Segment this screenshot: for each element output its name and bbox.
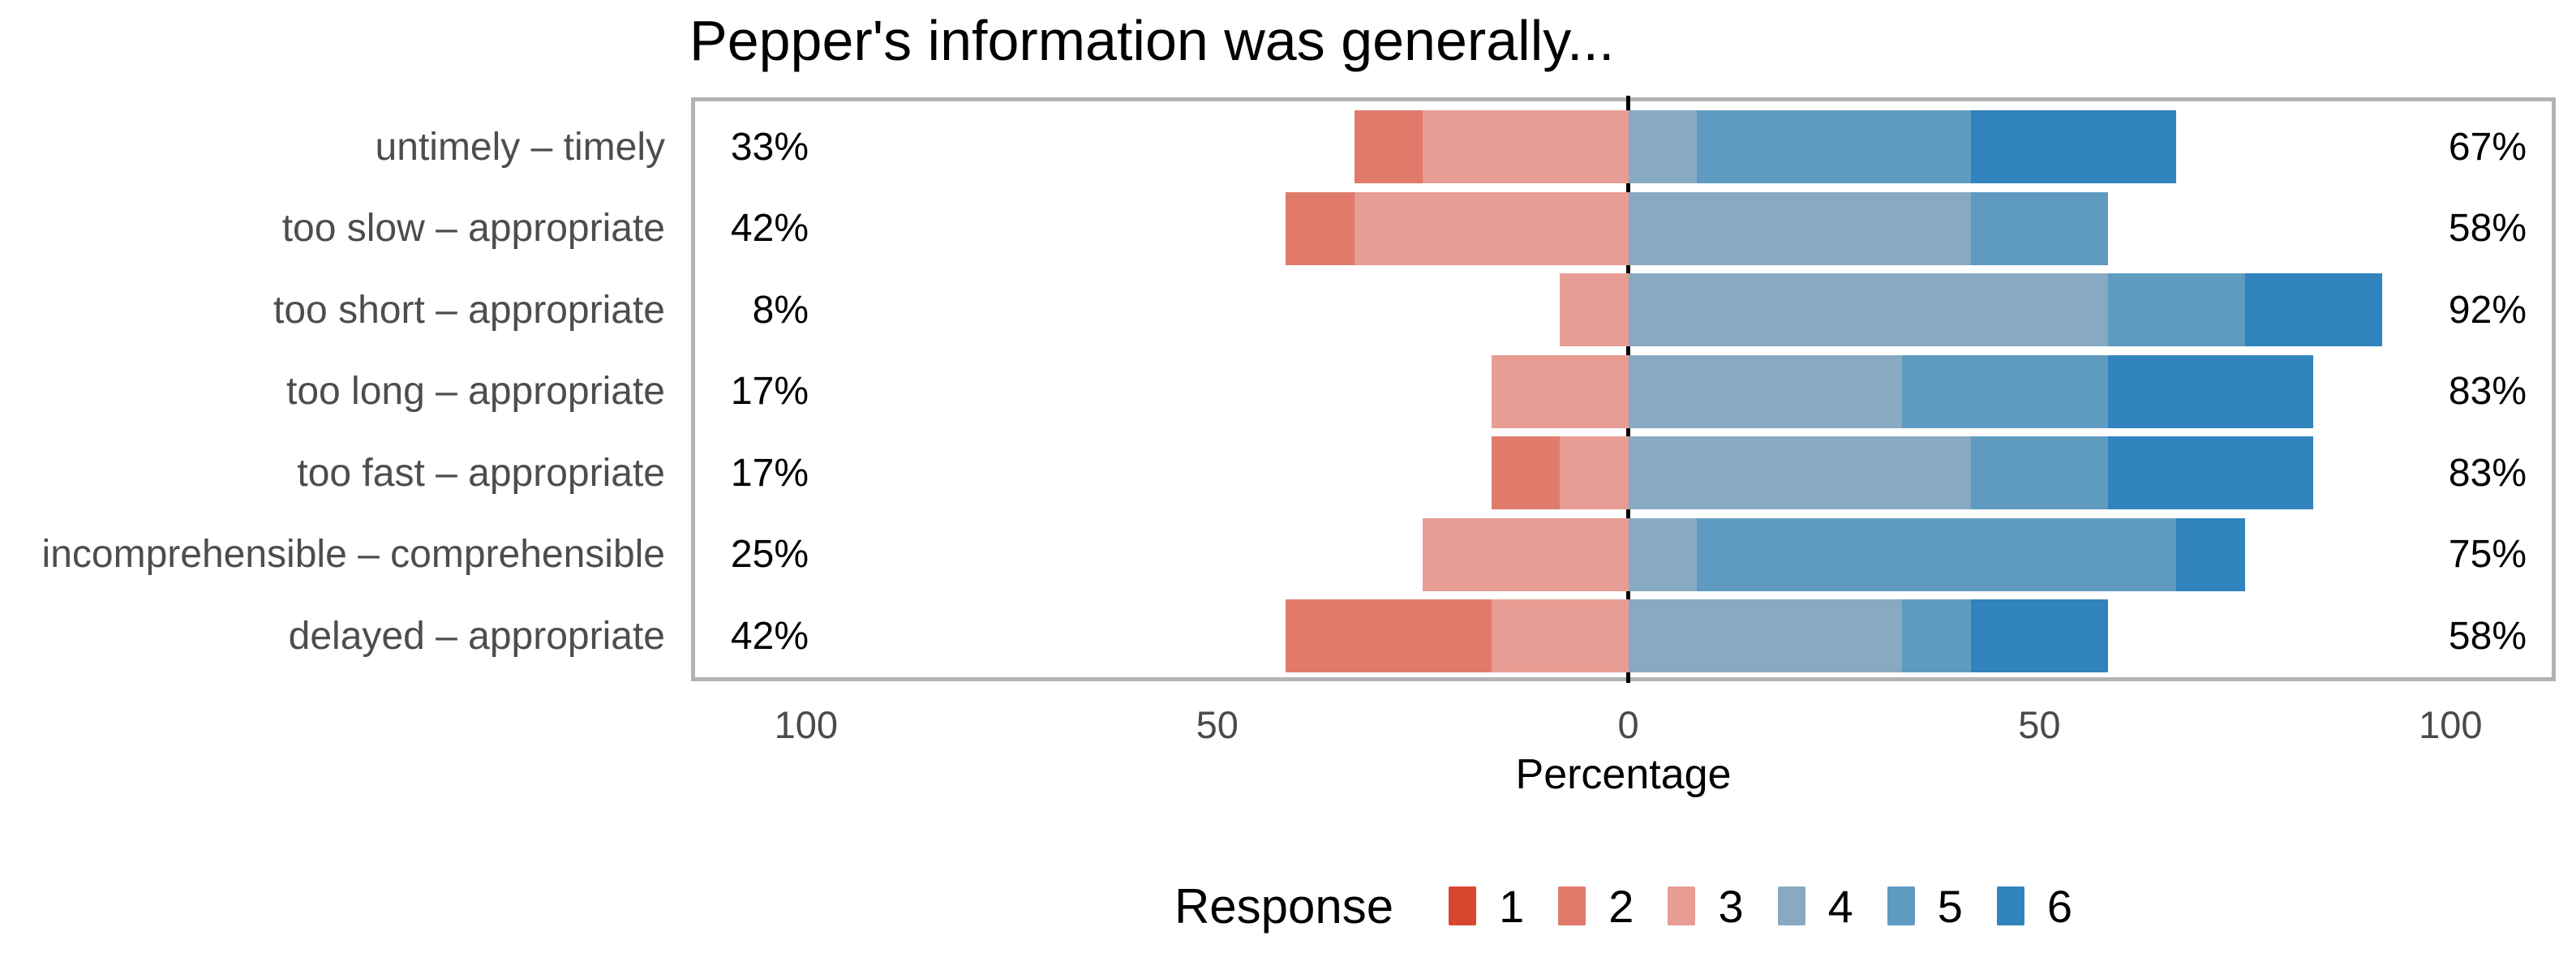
category-label: too long – appropriate bbox=[286, 370, 665, 413]
category-label: too short – appropriate bbox=[273, 288, 665, 332]
legend-title: Response bbox=[1174, 878, 1394, 934]
right-total-label: 58% bbox=[2448, 614, 2527, 658]
bar-segment-response-3 bbox=[1423, 110, 1629, 183]
legend-swatch-icon bbox=[1558, 886, 1586, 925]
bar-segment-response-2 bbox=[1286, 191, 1355, 265]
bar-segment-response-4 bbox=[1628, 517, 1698, 591]
chart-title: Pepper's information was generally... bbox=[689, 9, 1615, 72]
bar-segment-response-3 bbox=[1423, 517, 1629, 591]
category-label: untimely – timely bbox=[375, 125, 665, 169]
left-total-label: 42% bbox=[730, 207, 809, 250]
bar-segment-response-4 bbox=[1628, 191, 1971, 265]
x-tick-label: 0 bbox=[1617, 703, 1639, 746]
right-total-label: 83% bbox=[2448, 451, 2527, 495]
legend-item: 6 bbox=[1996, 880, 2073, 933]
legend-item: 4 bbox=[1777, 880, 1853, 933]
bar-segment-response-5 bbox=[1971, 191, 2108, 265]
right-total-label: 58% bbox=[2448, 207, 2527, 250]
bar-segment-response-3 bbox=[1491, 599, 1629, 672]
legend-swatch-icon bbox=[1449, 886, 1477, 925]
x-tick-label: 50 bbox=[1196, 703, 1239, 746]
bar-segment-response-5 bbox=[2107, 273, 2245, 346]
left-total-label: 33% bbox=[730, 125, 809, 169]
bar-segment-response-6 bbox=[1970, 599, 2108, 672]
left-total-label: 17% bbox=[730, 370, 809, 413]
x-tick-label: 50 bbox=[2018, 703, 2061, 746]
bar-segment-response-4 bbox=[1628, 599, 1903, 672]
plot-area bbox=[695, 96, 2552, 683]
bar-segment-response-6 bbox=[2107, 436, 2314, 509]
legend-item-label: 3 bbox=[1718, 880, 1744, 932]
plot-panel bbox=[691, 96, 2556, 683]
bar-segment-response-4 bbox=[1628, 110, 1698, 183]
left-total-label: 42% bbox=[730, 614, 809, 658]
bar-segment-response-2 bbox=[1491, 436, 1561, 509]
category-label: too slow – appropriate bbox=[281, 207, 665, 250]
category-label: delayed – appropriate bbox=[288, 614, 665, 658]
bar-segment-response-5 bbox=[1697, 110, 1971, 183]
right-total-label: 83% bbox=[2448, 370, 2527, 413]
legend-swatch-icon bbox=[1668, 886, 1696, 925]
legend-item: 2 bbox=[1558, 880, 1634, 933]
category-label: incomprehensible – comprehensible bbox=[41, 533, 665, 576]
left-total-label: 8% bbox=[752, 288, 809, 332]
left-total-label: 25% bbox=[730, 533, 809, 576]
legend: Response 1 2 3 4 5 6 bbox=[691, 878, 2556, 934]
bar-row bbox=[695, 599, 2552, 672]
right-total-label: 67% bbox=[2448, 125, 2527, 169]
bar-segment-response-5 bbox=[1902, 354, 2108, 428]
bar-segment-response-6 bbox=[1970, 110, 2177, 183]
bar-segment-response-6 bbox=[2244, 273, 2382, 346]
bar-segment-response-2 bbox=[1354, 110, 1423, 183]
bar-row bbox=[695, 273, 2552, 346]
legend-item: 3 bbox=[1668, 880, 1744, 933]
bar-segment-response-5 bbox=[1902, 599, 1971, 672]
legend-item-label: 2 bbox=[1608, 880, 1634, 932]
legend-items: 1 2 3 4 5 6 bbox=[1415, 880, 2072, 933]
bar-segment-response-6 bbox=[2176, 517, 2245, 591]
category-label: too fast – appropriate bbox=[297, 451, 665, 495]
bar-segment-response-4 bbox=[1628, 273, 2108, 346]
legend-swatch-icon bbox=[1887, 886, 1915, 925]
x-tick-label: 100 bbox=[2419, 703, 2483, 746]
bar-segment-response-5 bbox=[1971, 436, 2108, 509]
bar-row bbox=[695, 517, 2552, 591]
bar-row bbox=[695, 191, 2552, 265]
legend-swatch-icon bbox=[1996, 886, 2024, 925]
legend-swatch-icon bbox=[1777, 886, 1805, 925]
bar-segment-response-4 bbox=[1628, 436, 1971, 509]
bar-segment-response-3 bbox=[1560, 436, 1629, 509]
legend-item-label: 4 bbox=[1827, 880, 1853, 932]
x-axis-title: Percentage bbox=[1515, 751, 1732, 798]
bar-segment-response-3 bbox=[1354, 191, 1629, 265]
legend-item: 1 bbox=[1449, 880, 1524, 933]
bar-segment-response-6 bbox=[2107, 354, 2314, 428]
x-tick-label: 100 bbox=[774, 703, 839, 746]
bar-row bbox=[695, 110, 2552, 183]
bar-row bbox=[695, 436, 2552, 509]
legend-item-label: 6 bbox=[2046, 880, 2073, 932]
legend-item-label: 5 bbox=[1937, 880, 1963, 932]
bar-segment-response-2 bbox=[1286, 599, 1492, 672]
bar-segment-response-4 bbox=[1628, 354, 1903, 428]
right-total-label: 75% bbox=[2448, 533, 2527, 576]
legend-item: 5 bbox=[1887, 880, 1963, 933]
left-total-label: 17% bbox=[730, 451, 809, 495]
bar-segment-response-5 bbox=[1697, 517, 2177, 591]
bar-row bbox=[695, 354, 2552, 428]
legend-item-label: 1 bbox=[1499, 880, 1525, 932]
right-total-label: 92% bbox=[2448, 288, 2527, 332]
bar-segment-response-3 bbox=[1491, 354, 1629, 428]
bar-segment-response-3 bbox=[1560, 273, 1629, 346]
